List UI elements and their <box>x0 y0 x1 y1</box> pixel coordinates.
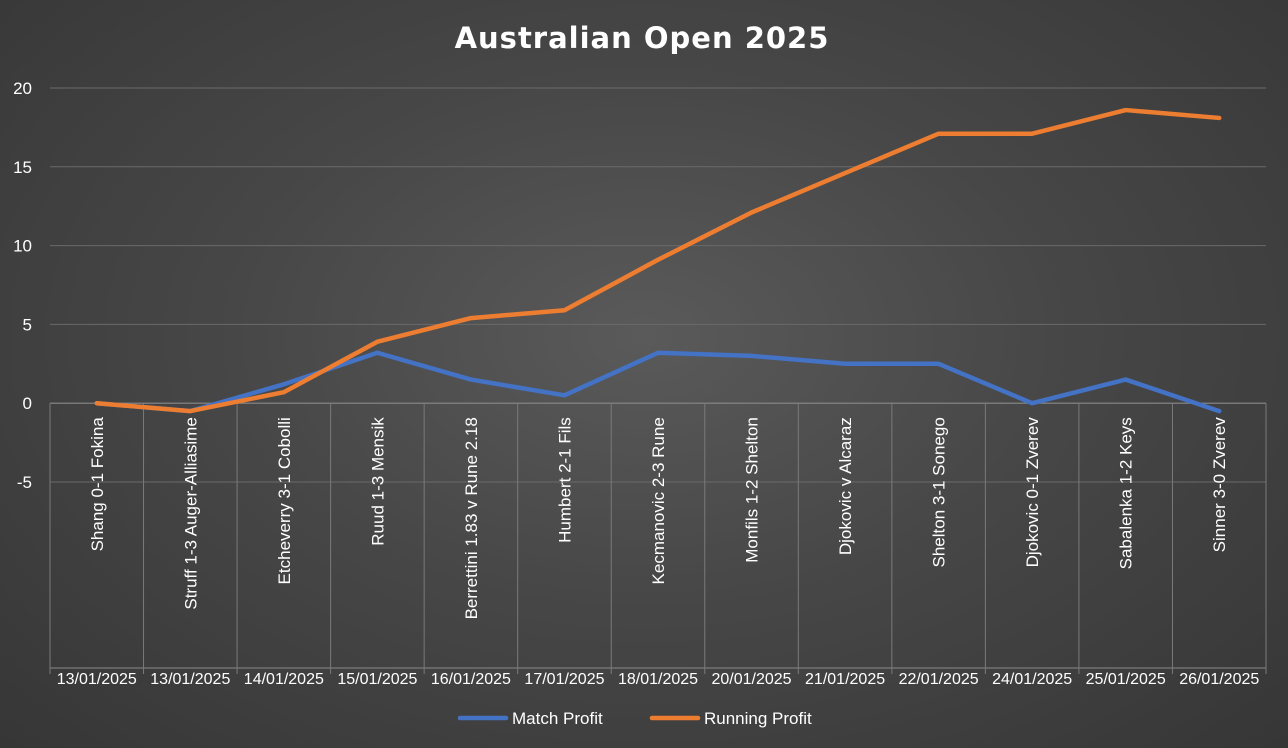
category-label: Berrettini 1.83 v Rune 2.18 <box>462 417 481 619</box>
x-axis: Shang 0-1 Fokina Struff 1-3 Auger-Alliasi… <box>49 402 1267 688</box>
y-tick-label: 10 <box>13 237 32 256</box>
date-label: 16/01/2025 <box>431 671 511 688</box>
legend: Match Profit Running Profit <box>457 709 812 728</box>
date-label: 25/01/2025 <box>1086 671 1166 688</box>
category-label: Djokovic 0-1 Zverev <box>1023 417 1042 568</box>
series-line-running-profit <box>94 107 1222 414</box>
gridlines <box>50 87 1266 483</box>
date-label: 15/01/2025 <box>337 671 417 688</box>
category-label: Sabalenka 1-2 Keys <box>1117 417 1136 569</box>
chart-title: Australian Open 2025 <box>455 21 830 55</box>
category-label: Humbert 2-1 Fils <box>555 417 574 543</box>
date-label: 18/01/2025 <box>618 671 698 688</box>
category-label: Sinner 3-0 Zverev <box>1210 417 1229 553</box>
category-label: Monfils 1-2 Shelton <box>743 417 762 563</box>
series-lines <box>94 107 1222 414</box>
category-label: Shelton 3-1 Sonego <box>930 417 949 567</box>
category-label: Etcheverry 3-1 Cobolli <box>275 417 294 584</box>
date-label: 13/01/2025 <box>57 671 137 688</box>
y-tick-label: 0 <box>23 394 32 413</box>
date-label: 14/01/2025 <box>244 671 324 688</box>
date-label: 21/01/2025 <box>805 671 885 688</box>
category-label: Djokovic v Alcaraz <box>836 417 855 555</box>
legend-label: Match Profit <box>512 709 603 728</box>
y-tick-label: -5 <box>17 473 32 492</box>
category-label: Ruud 1-3 Mensik <box>368 417 387 546</box>
legend-label: Running Profit <box>704 709 812 728</box>
date-label: 22/01/2025 <box>899 671 979 688</box>
date-label: 24/01/2025 <box>992 671 1072 688</box>
category-label: Kecmanovic 2-3 Rune <box>649 417 668 584</box>
date-label: 20/01/2025 <box>711 671 791 688</box>
series-line-match-profit <box>94 350 1222 414</box>
y-axis-ticks: -5 0 5 10 15 20 <box>13 79 32 492</box>
y-tick-label: 15 <box>13 158 32 177</box>
category-label: Shang 0-1 Fokina <box>88 417 107 552</box>
y-tick-label: 20 <box>13 79 32 98</box>
date-label: 26/01/2025 <box>1179 671 1259 688</box>
date-label: 13/01/2025 <box>150 671 230 688</box>
category-label: Struff 1-3 Auger-Alliasime <box>181 417 200 609</box>
y-tick-label: 5 <box>23 315 32 334</box>
date-label: 17/01/2025 <box>524 671 604 688</box>
